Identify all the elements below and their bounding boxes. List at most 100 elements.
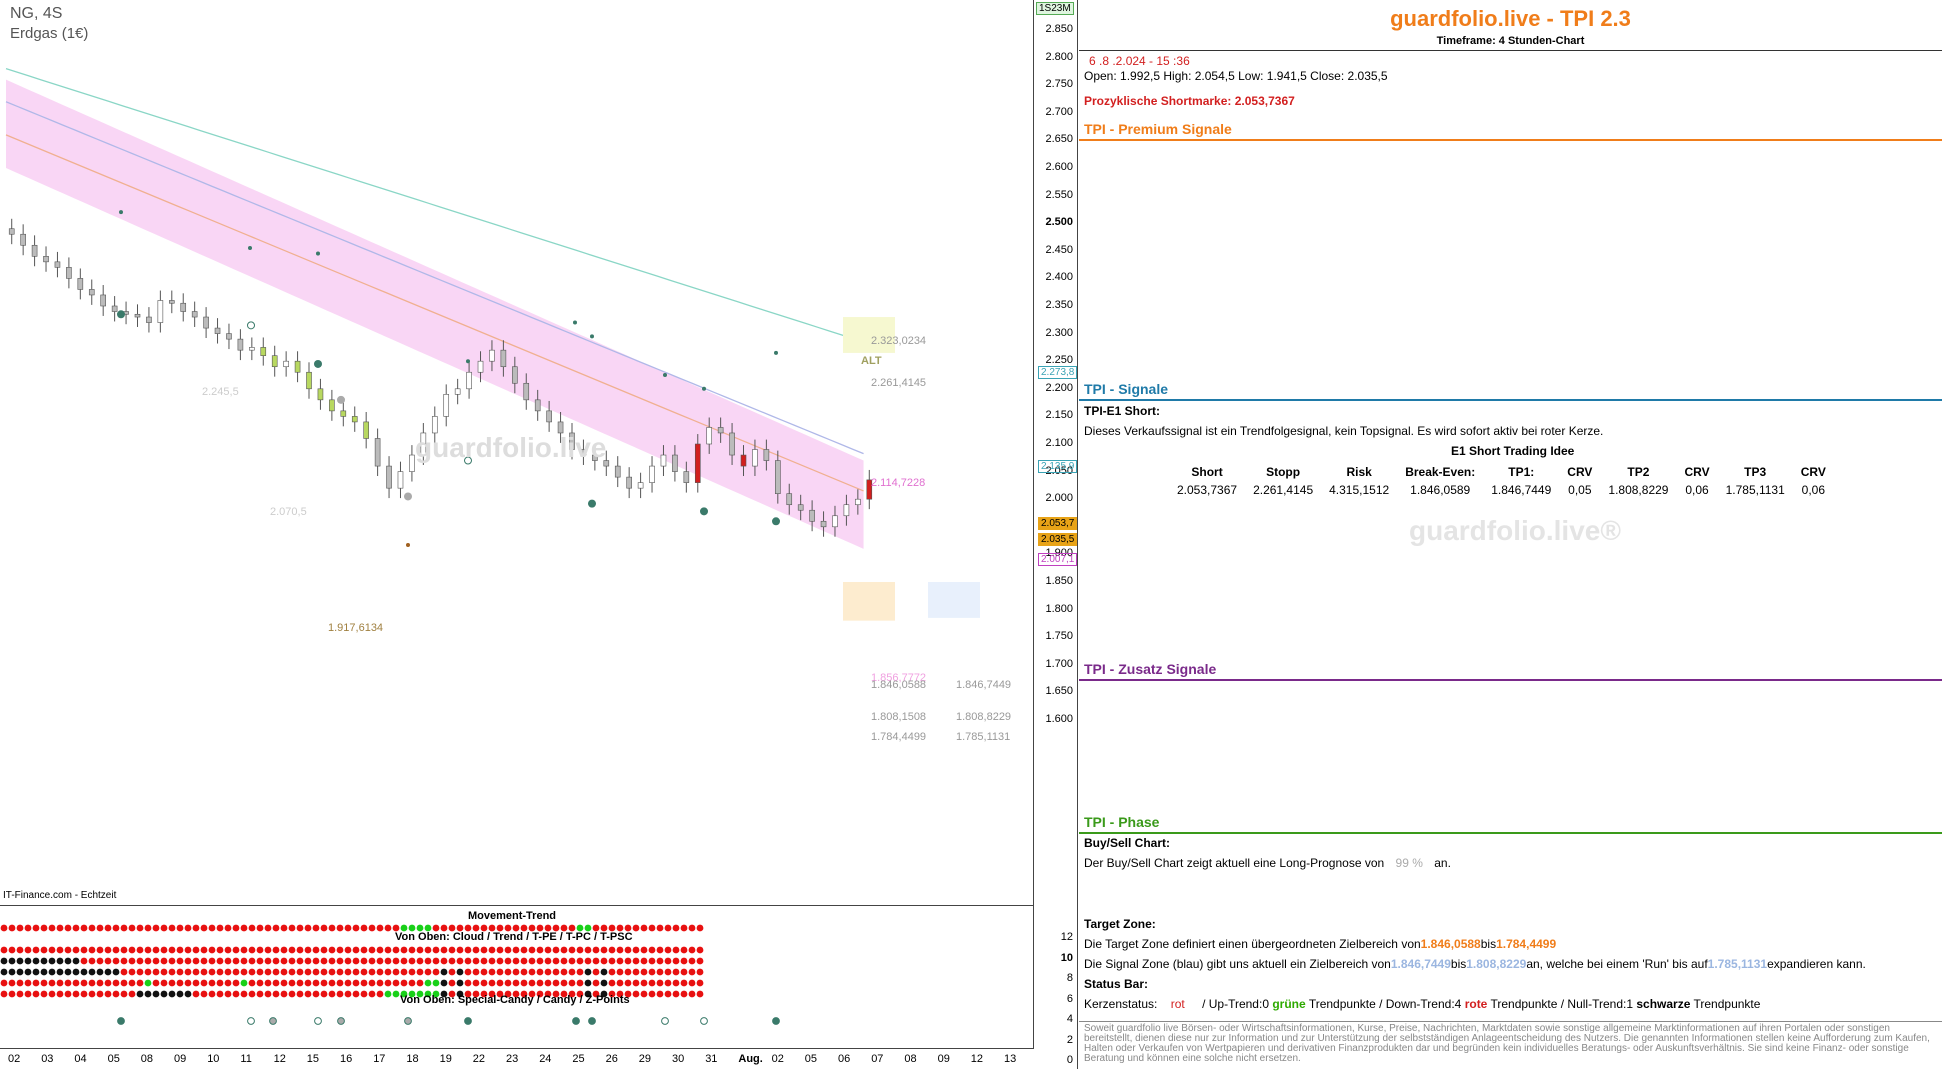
trend-point <box>280 957 288 965</box>
trend-point <box>616 990 624 998</box>
trend-point <box>272 990 280 998</box>
candle <box>820 520 827 528</box>
status-bar-text: Kerzenstatus: rot / Up-Trend:0 grüne Tre… <box>1084 997 1760 1011</box>
trend-point <box>400 946 408 954</box>
z-point <box>588 1017 596 1025</box>
trend-point <box>168 946 176 954</box>
trend-point <box>32 979 40 987</box>
signal-point <box>117 310 125 319</box>
trend-point <box>56 957 64 965</box>
signale-divider <box>1079 399 1942 401</box>
table-cell: 1.846,7449 <box>1491 483 1552 497</box>
trend-point <box>648 990 656 998</box>
trend-point <box>384 990 392 998</box>
trend-point <box>632 979 640 987</box>
trend-point <box>208 990 216 998</box>
trend-point <box>56 990 64 998</box>
trend-point <box>432 968 440 976</box>
price-axis[interactable]: 1S23M 2.850 2.800 2.750 2.700 2.650 2.600 2.55… <box>1034 0 1078 1069</box>
trend-point <box>408 979 416 987</box>
trend-point <box>192 979 200 987</box>
trend-point <box>64 957 72 965</box>
stop-label: 2.261,4145 <box>871 377 927 389</box>
candle <box>340 410 347 417</box>
trend-point <box>8 957 16 965</box>
chart-canvas[interactable] <box>0 0 1034 905</box>
trend-point <box>544 990 552 998</box>
trend-point <box>408 990 416 998</box>
trend-point <box>272 946 280 954</box>
candle <box>775 460 781 494</box>
signal-dot <box>119 210 123 215</box>
signal-dot <box>466 359 470 364</box>
signal-point <box>247 321 255 330</box>
candle <box>88 289 95 296</box>
candle <box>763 449 770 461</box>
trend-point <box>152 957 160 965</box>
trend-point <box>368 924 376 932</box>
trend-point <box>368 968 376 976</box>
ma-line <box>5 68 864 343</box>
candle <box>8 228 15 235</box>
trend-point <box>592 979 600 987</box>
table-header-cell: CRV <box>1567 465 1593 479</box>
trend-point <box>16 968 24 976</box>
ma-line <box>5 101 864 455</box>
indicator-panel[interactable]: Movement-Trend Von Oben: Cloud / Trend /… <box>0 905 1034 1048</box>
trend-point <box>504 979 512 987</box>
price-tick: 1.800 <box>1045 602 1073 615</box>
trend-point <box>448 924 456 932</box>
trend-point <box>176 979 184 987</box>
trend-point <box>456 968 464 976</box>
trend-point <box>600 990 608 998</box>
trend-point <box>336 979 344 987</box>
trend-point <box>536 979 544 987</box>
time-tick: 17 <box>373 1053 386 1065</box>
trend-point <box>512 924 520 932</box>
trend-point <box>352 924 360 932</box>
trend-point <box>80 968 88 976</box>
trend-point <box>272 924 280 932</box>
trend-point <box>208 979 216 987</box>
trend-point <box>672 957 680 965</box>
trend-point <box>360 946 368 954</box>
signal-point <box>464 456 472 465</box>
trend-point <box>152 968 160 976</box>
signal-label: 1.785,1131 <box>956 731 1011 743</box>
trend-point <box>136 946 144 954</box>
trend-point <box>648 946 656 954</box>
trend-point <box>32 990 40 998</box>
trend-point <box>536 924 544 932</box>
trend-point <box>168 957 176 965</box>
z-point <box>269 1017 277 1025</box>
table-cell: 1.785,1131 <box>1725 483 1785 497</box>
trend-point <box>24 924 32 932</box>
candle <box>420 432 427 456</box>
trend-point <box>320 957 328 965</box>
trend-point <box>64 968 72 976</box>
target-zone-text: Die Target Zone definiert einen übergeor… <box>1084 937 1556 951</box>
candle <box>546 410 552 423</box>
trend-point <box>248 990 256 998</box>
candle <box>214 327 221 334</box>
trend-point <box>568 979 576 987</box>
zusatz-divider <box>1079 679 1942 681</box>
trend-point <box>128 946 136 954</box>
price-tick: 2.250 <box>1045 354 1073 367</box>
price-chart[interactable]: NG, 4S Erdgas (1€) guardfolio.live IT-Fi… <box>0 0 1034 905</box>
trend-point <box>472 990 480 998</box>
price-tick: 2.650 <box>1045 133 1073 146</box>
panel-title: guardfolio.live - TPI 2.3 <box>1390 6 1631 31</box>
trend-point <box>624 957 632 965</box>
target-label: 1.808,1508 <box>871 711 927 723</box>
disclaimer: Soweit guardfolio live Börsen- oder Wirt… <box>1084 1023 1930 1064</box>
trend-point <box>376 924 384 932</box>
trend-point <box>464 968 472 976</box>
candle <box>54 261 61 268</box>
trend-point <box>88 968 96 976</box>
time-axis[interactable]: 02 03 04 05 08 09 10 11 12 15 16 17 18 19 22 23 24 25 26 29… <box>0 1048 1034 1069</box>
trend-point <box>592 990 600 998</box>
trend-point <box>392 968 400 976</box>
trend-point <box>464 990 472 998</box>
buysell-title: Buy/Sell Chart: <box>1084 836 1171 850</box>
